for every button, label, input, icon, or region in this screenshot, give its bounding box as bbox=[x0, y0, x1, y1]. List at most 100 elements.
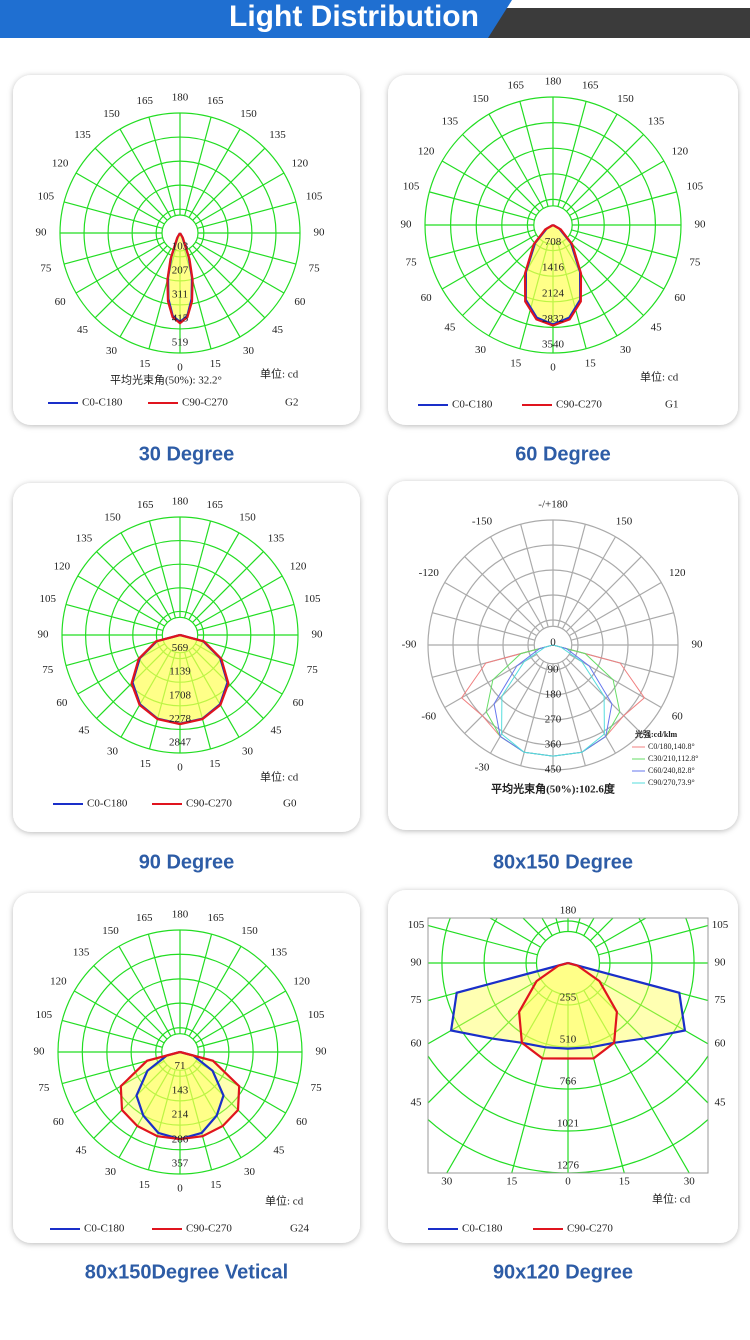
radial-grid-line bbox=[557, 662, 586, 766]
angle-tick-label: 45 bbox=[444, 322, 456, 334]
angle-tick-label: 0 bbox=[177, 762, 183, 774]
radial-grid-line bbox=[197, 1019, 298, 1048]
legend-label: C90/270,73.9° bbox=[648, 778, 695, 787]
radial-grid-line bbox=[565, 556, 642, 633]
radial-grid-line bbox=[184, 651, 212, 750]
radial-tick-label: 1416 bbox=[542, 262, 565, 274]
radial-grid-line bbox=[192, 551, 264, 623]
radial-grid-line bbox=[93, 1064, 168, 1139]
angle-tick-label: 30 bbox=[243, 345, 255, 357]
angle-tick-label: -30 bbox=[475, 762, 490, 774]
plot-area bbox=[428, 918, 708, 1173]
radial-tick-label: 270 bbox=[545, 714, 562, 726]
radial-grid-line bbox=[428, 984, 547, 1104]
beam-angle-note: 平均光束角(50%): 32.2° bbox=[110, 373, 222, 387]
radial-tick-label: 71 bbox=[175, 1060, 186, 1072]
legend-label: C0-C180 bbox=[462, 1223, 503, 1235]
radial-grid-line bbox=[569, 234, 665, 290]
radial-grid-line bbox=[557, 101, 587, 207]
radial-grid-line bbox=[428, 924, 538, 956]
angle-tick-label: 45 bbox=[77, 324, 89, 336]
radial-grid-line bbox=[148, 520, 176, 619]
angle-tick-label: 150 bbox=[104, 512, 121, 524]
code-label: G1 bbox=[665, 399, 678, 411]
legend-label: C90-C270 bbox=[182, 397, 228, 409]
angle-tick-label: 165 bbox=[507, 79, 524, 91]
radial-grid-line bbox=[561, 660, 617, 754]
angle-tick-label: 105 bbox=[36, 1009, 53, 1021]
radial-grid-line bbox=[444, 581, 538, 637]
angle-tick-label: 180 bbox=[545, 76, 562, 88]
legend-label: C90-C270 bbox=[556, 399, 602, 411]
radial-tick-label: 519 bbox=[172, 337, 189, 349]
angle-tick-label: 45 bbox=[272, 324, 284, 336]
radial-tick-label: 207 bbox=[172, 264, 189, 276]
radial-grid-line bbox=[65, 639, 164, 667]
legend-label: C60/240,82.8° bbox=[648, 766, 695, 775]
angle-tick-label: 90 bbox=[411, 957, 423, 969]
angle-tick-label: -/+180 bbox=[538, 499, 568, 511]
angle-tick-label: 90 bbox=[38, 629, 50, 641]
radial-grid-line bbox=[562, 241, 618, 337]
radial-grid-line bbox=[94, 245, 168, 319]
radial-grid-line bbox=[575, 993, 625, 1173]
angle-tick-label: 0 bbox=[177, 362, 183, 374]
angle-tick-label: 75 bbox=[42, 664, 54, 676]
radial-grid-line bbox=[489, 536, 545, 630]
radial-grid-line bbox=[432, 612, 536, 641]
angle-tick-label: 15 bbox=[210, 358, 222, 370]
radial-grid-line bbox=[192, 147, 266, 221]
caption: 90x120 Degree bbox=[493, 1261, 633, 1283]
radial-grid-line bbox=[195, 172, 285, 225]
radial-grid-line bbox=[188, 946, 242, 1037]
angle-tick-label: 75 bbox=[311, 1082, 323, 1094]
angle-tick-label: -90 bbox=[402, 639, 417, 651]
radial-grid-line bbox=[589, 984, 708, 1104]
angle-tick-label: 105 bbox=[408, 919, 425, 931]
radial-tick-label: 450 bbox=[545, 764, 562, 776]
radial-grid-line bbox=[561, 536, 617, 630]
radial-grid-line bbox=[568, 653, 662, 709]
radial-grid-line bbox=[462, 238, 540, 316]
angle-tick-label: 90 bbox=[316, 1046, 328, 1058]
angle-tick-label: 45 bbox=[78, 725, 90, 737]
radial-tick-label: 0 bbox=[550, 637, 556, 649]
radial-grid-line bbox=[120, 532, 172, 620]
radial-grid-line bbox=[118, 946, 172, 1037]
radial-tick-label: 143 bbox=[172, 1084, 189, 1096]
legend-label: C0-C180 bbox=[82, 397, 123, 409]
legend-label: C30/210,112.8° bbox=[648, 754, 698, 763]
angle-tick-label: 60 bbox=[294, 296, 306, 308]
angle-tick-label: 105 bbox=[38, 191, 55, 203]
legend-label: C0-C180 bbox=[87, 798, 128, 810]
radial-grid-line bbox=[462, 134, 540, 212]
radial-grid-line bbox=[119, 248, 172, 338]
radial-tick-label: 311 bbox=[172, 288, 188, 300]
angle-tick-label: 120 bbox=[293, 975, 310, 987]
radial-grid-line bbox=[598, 924, 708, 956]
radial-tick-label: 766 bbox=[560, 1076, 577, 1088]
angle-tick-label: 90 bbox=[692, 639, 704, 651]
angle-tick-label: -60 bbox=[421, 710, 436, 722]
radial-tick-label: 3540 bbox=[542, 339, 565, 351]
code-label: G2 bbox=[285, 397, 298, 409]
radial-tick-label: 360 bbox=[545, 739, 562, 751]
radial-grid-line bbox=[569, 160, 665, 216]
radial-grid-line bbox=[441, 160, 537, 216]
caption: 30 Degree bbox=[139, 443, 235, 465]
radial-grid-line bbox=[557, 524, 586, 628]
radial-grid-line bbox=[188, 532, 240, 620]
angle-tick-label: 30 bbox=[244, 1166, 256, 1178]
angle-tick-label: 90 bbox=[34, 1046, 46, 1058]
angle-tick-label: 75 bbox=[309, 262, 321, 274]
radial-grid-line bbox=[118, 1067, 172, 1158]
angle-tick-label: 75 bbox=[38, 1082, 50, 1094]
area-fill bbox=[167, 233, 193, 324]
angle-tick-label: 30 bbox=[684, 1176, 696, 1188]
header-banner bbox=[0, 0, 512, 38]
radial-tick-label: 2278 bbox=[169, 713, 192, 725]
angle-tick-label: 15 bbox=[510, 358, 522, 370]
angle-tick-label: 135 bbox=[271, 947, 288, 959]
radial-grid-line bbox=[196, 603, 295, 631]
